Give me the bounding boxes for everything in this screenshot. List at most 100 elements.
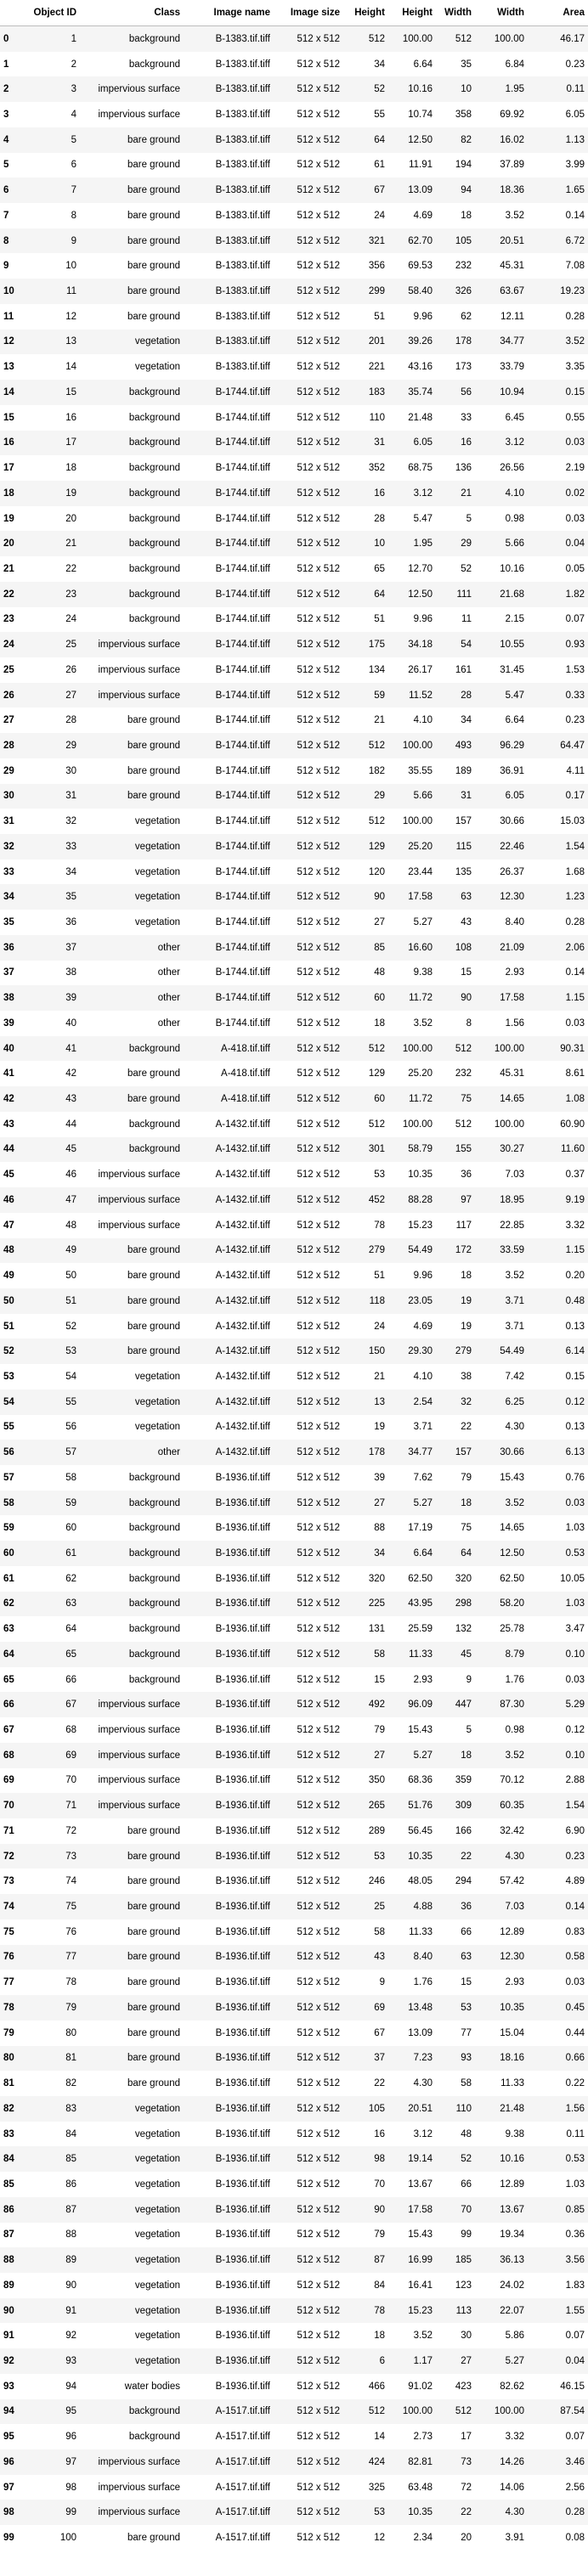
table-row: 25 26 impervious surface B-1744.tif.tiff 512…: [0, 657, 588, 683]
table-cell: 0.10: [565, 1649, 585, 1660]
table-cell: 105: [368, 2103, 385, 2114]
table-cell: 18: [374, 2331, 385, 2342]
table-cell: 512 x 512: [297, 1321, 340, 1332]
table-row: 84 85 vegetation B-1936.tif.tiff 512 x 512 98…: [0, 2146, 588, 2173]
table-cell: 294: [455, 1876, 472, 1887]
table-cell: 21: [65, 538, 76, 550]
table-cell: 30.66: [500, 816, 524, 827]
table-cell: 85: [374, 942, 385, 953]
table-cell: bare ground: [127, 134, 180, 145]
table-cell: 3.71: [413, 1422, 433, 1433]
table-cell: 30: [461, 2331, 472, 2342]
table-cell: 19: [461, 1321, 472, 1332]
table-row: 32 33 vegetation B-1744.tif.tiff 512 x 512 12…: [0, 834, 588, 860]
table-row: 73 74 bare ground B-1936.tif.tiff 512 x 512 2…: [0, 1869, 588, 1895]
table-cell: 36: [461, 1902, 472, 1913]
table-cell: 69.92: [500, 110, 524, 121]
table-cell: 189: [455, 765, 472, 776]
table-cell: 0.83: [565, 1926, 585, 1937]
table-cell: B-1744.tif.tiff: [215, 513, 270, 524]
row-index: 32: [3, 841, 14, 852]
table-cell: 4.88: [413, 1902, 433, 1913]
column-header: Class: [80, 0, 184, 26]
table-cell: 5: [466, 513, 472, 524]
table-cell: 512 x 512: [297, 2331, 340, 2342]
row-index: 24: [3, 640, 14, 651]
table-cell: B-1744.tif.tiff: [215, 791, 270, 802]
table-cell: 32: [461, 1396, 472, 1407]
table-cell: 0.05: [565, 563, 585, 574]
table-cell: 7.42: [505, 1371, 524, 1382]
table-cell: B-1744.tif.tiff: [215, 866, 270, 877]
row-index: 53: [3, 1371, 14, 1382]
table-cell: 51: [374, 311, 385, 322]
table-cell: impervious surface: [98, 1775, 180, 1786]
table-cell: 512 x 512: [297, 993, 340, 1004]
table-cell: 2.88: [565, 1775, 585, 1786]
table-cell: 0.23: [565, 59, 585, 70]
table-cell: B-1744.tif.tiff: [215, 463, 270, 474]
table-cell: 185: [455, 2255, 472, 2266]
table-cell: 512: [368, 816, 385, 827]
table-cell: A-1432.tif.tiff: [215, 1144, 270, 1155]
table-cell: 91: [65, 2305, 76, 2316]
table-cell: 60: [65, 1523, 76, 1534]
table-cell: 100.00: [494, 1119, 524, 1130]
table-row: 61 62 background B-1936.tif.tiff 512 x 512 32…: [0, 1565, 588, 1592]
table-row: 12 13 vegetation B-1383.tif.tiff 512 x 512 20…: [0, 329, 588, 355]
row-index: 56: [3, 1447, 14, 1458]
table-cell: 10: [65, 261, 76, 272]
table-cell: 1.13: [565, 134, 585, 145]
table-cell: 25: [374, 1902, 385, 1913]
table-cell: B-1383.tif.tiff: [215, 185, 270, 196]
table-cell: 512 x 512: [297, 715, 340, 726]
row-index: 11: [3, 311, 14, 322]
table-cell: 22: [461, 1422, 472, 1433]
row-index: 96: [3, 2456, 14, 2467]
table-cell: 62.70: [408, 235, 433, 246]
table-cell: 24.02: [500, 2280, 524, 2291]
table-cell: B-1383.tif.tiff: [215, 286, 270, 297]
table-cell: 0.14: [565, 1902, 585, 1913]
table-cell: 201: [368, 336, 385, 347]
table-cell: 512 x 512: [297, 2355, 340, 2366]
table-cell: 20.51: [500, 235, 524, 246]
table-cell: 11.72: [409, 993, 433, 1004]
table-cell: 67: [374, 2027, 385, 2038]
table-cell: 41: [65, 1043, 76, 1054]
table-cell: 12: [374, 2533, 385, 2544]
table-cell: 32.42: [500, 1825, 524, 1836]
table-cell: 150: [368, 1346, 385, 1357]
table-row: 70 71 impervious surface B-1936.tif.tiff 512…: [0, 1793, 588, 1819]
table-cell: 62.50: [408, 1573, 433, 1584]
table-cell: 64.47: [560, 740, 585, 751]
table-cell: 20: [65, 513, 76, 524]
table-cell: 10: [374, 538, 385, 550]
table-cell: 36: [461, 1170, 472, 1181]
table-cell: 53: [374, 1851, 385, 1862]
table-cell: 512 x 512: [297, 1573, 340, 1584]
table-cell: 22: [461, 1851, 472, 1862]
row-index: 61: [3, 1573, 14, 1584]
column-header: Object ID: [29, 0, 80, 26]
table-cell: 71: [65, 1801, 76, 1812]
table-cell: vegetation: [134, 2355, 180, 2366]
table-cell: 512 x 512: [297, 1043, 340, 1054]
table-cell: 17.58: [408, 892, 433, 903]
table-cell: A-1432.tif.tiff: [215, 1170, 270, 1181]
table-row: 55 56 vegetation A-1432.tif.tiff 512 x 512 19…: [0, 1414, 588, 1440]
table-cell: 512 x 512: [297, 1977, 340, 1988]
table-cell: 3.46: [565, 2456, 585, 2467]
table-cell: 309: [455, 1801, 472, 1812]
table-row: 49 50 bare ground A-1432.tif.tiff 512 x 512 5…: [0, 1263, 588, 1288]
table-cell: 10.94: [500, 386, 524, 397]
table-cell: 62: [65, 1573, 76, 1584]
table-cell: 99: [461, 2229, 472, 2241]
table-cell: B-1936.tif.tiff: [215, 1801, 270, 1812]
table-row: 37 38 other B-1744.tif.tiff 512 x 512 48 9.38 1…: [0, 960, 588, 986]
table-cell: vegetation: [134, 841, 180, 852]
table-row: 3 4 impervious surface B-1383.tif.tiff 512 x…: [0, 102, 588, 127]
table-row: 65 66 background B-1936.tif.tiff 512 x 512 15…: [0, 1666, 588, 1693]
table-row: 23 24 background B-1744.tif.tiff 512 x 512 51…: [0, 606, 588, 633]
table-cell: vegetation: [134, 2154, 180, 2165]
